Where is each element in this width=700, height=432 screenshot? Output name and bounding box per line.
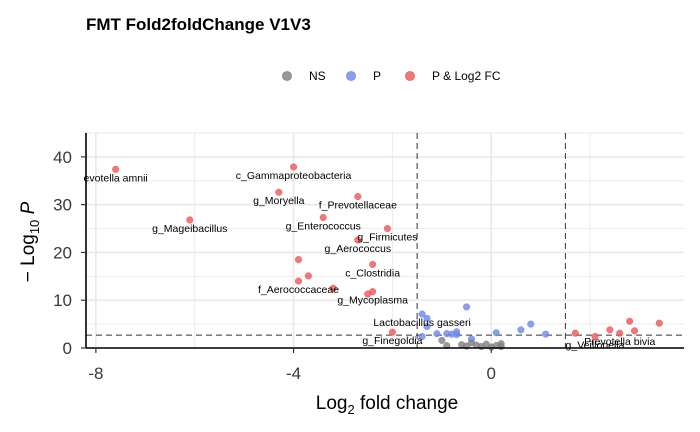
data-point [438, 336, 446, 344]
data-point [319, 214, 327, 222]
plot-area: evotella amnii c_Gammaproteobacteria g_Mor… [84, 132, 684, 352]
data-point [275, 188, 283, 196]
point-labels: evotella amnii c_Gammaproteobacteria g_Mor… [84, 170, 656, 352]
data-point [383, 225, 392, 233]
point-label: g_Aerococcus [325, 243, 392, 255]
legend-marker [346, 71, 356, 81]
data-point [369, 260, 377, 268]
data-point [655, 319, 663, 327]
data-point [304, 272, 312, 280]
legend-label: NS [309, 69, 326, 83]
data-point [364, 290, 372, 298]
point-label: f_Prevotellaceae [319, 200, 397, 212]
data-point [497, 343, 505, 351]
data-point [571, 329, 579, 337]
y-tick-label: 10 [53, 291, 72, 310]
data-point [329, 284, 337, 292]
point-label: g_Mageibacillus [152, 223, 227, 235]
y-tick-label: 0 [63, 339, 72, 358]
legend-marker [282, 71, 292, 81]
y-tick-label: 20 [53, 243, 72, 262]
point-label: g_Veillonella [566, 340, 625, 352]
point-label: Lactobacillus gasseri [373, 317, 470, 329]
point-label: g_Firmicutes [357, 232, 417, 244]
data-point [492, 329, 500, 337]
point-label: c_Clostridia [345, 267, 400, 279]
point-label: g_Moryella [253, 195, 305, 207]
data-point [527, 320, 535, 328]
point-label: evotella amnii [84, 172, 148, 184]
data-point [606, 326, 614, 334]
data-point [433, 330, 441, 338]
data-point [517, 326, 525, 334]
data-point [112, 165, 120, 173]
point-label: g_Mycoplasma [337, 295, 408, 307]
threshold-lines [86, 133, 684, 348]
data-point [462, 303, 471, 311]
data-point [631, 327, 639, 335]
axis-ticks: -8 -4 0 0 10 20 30 40 [53, 148, 496, 383]
legend-label: P & Log2 FC [432, 69, 501, 83]
chart-title: FMT Fold2foldChange V1V3 [86, 15, 311, 34]
data-point [616, 329, 624, 337]
x-tick-label: 0 [487, 364, 496, 383]
legend-marker [405, 71, 415, 81]
data-point [626, 317, 634, 325]
data-point [290, 163, 298, 171]
point-label: g_Finegoldia [362, 335, 422, 347]
data-point [354, 236, 362, 244]
data-point [294, 277, 303, 285]
point-label: g_Enterococcus [286, 221, 361, 233]
data-point [423, 322, 431, 331]
plot-background [86, 133, 684, 348]
data-point [418, 332, 426, 341]
legend-label: P [373, 69, 381, 83]
point-label: f_Aerococcaceae [258, 284, 339, 296]
y-tick-label: 30 [53, 196, 72, 215]
data-point [388, 328, 396, 336]
y-tick-label: 40 [53, 148, 72, 167]
data-point [423, 314, 431, 322]
y-axis-title: − Log10 P [18, 201, 42, 282]
x-axis-title: Log2 fold change [316, 393, 458, 417]
legend: NS P P & Log2 FC [282, 69, 501, 83]
point-label: c_Gammaproteobacteria [236, 170, 352, 182]
data-point [418, 310, 426, 318]
data-point [186, 216, 194, 224]
point-label: Prevotella bivia [584, 336, 655, 348]
data-point [294, 256, 303, 264]
x-tick-label: -4 [286, 364, 301, 383]
data-point [591, 332, 599, 341]
x-tick-label: -8 [88, 364, 103, 383]
data-point [542, 330, 550, 338]
data-point [453, 331, 461, 339]
data-point [354, 192, 362, 201]
